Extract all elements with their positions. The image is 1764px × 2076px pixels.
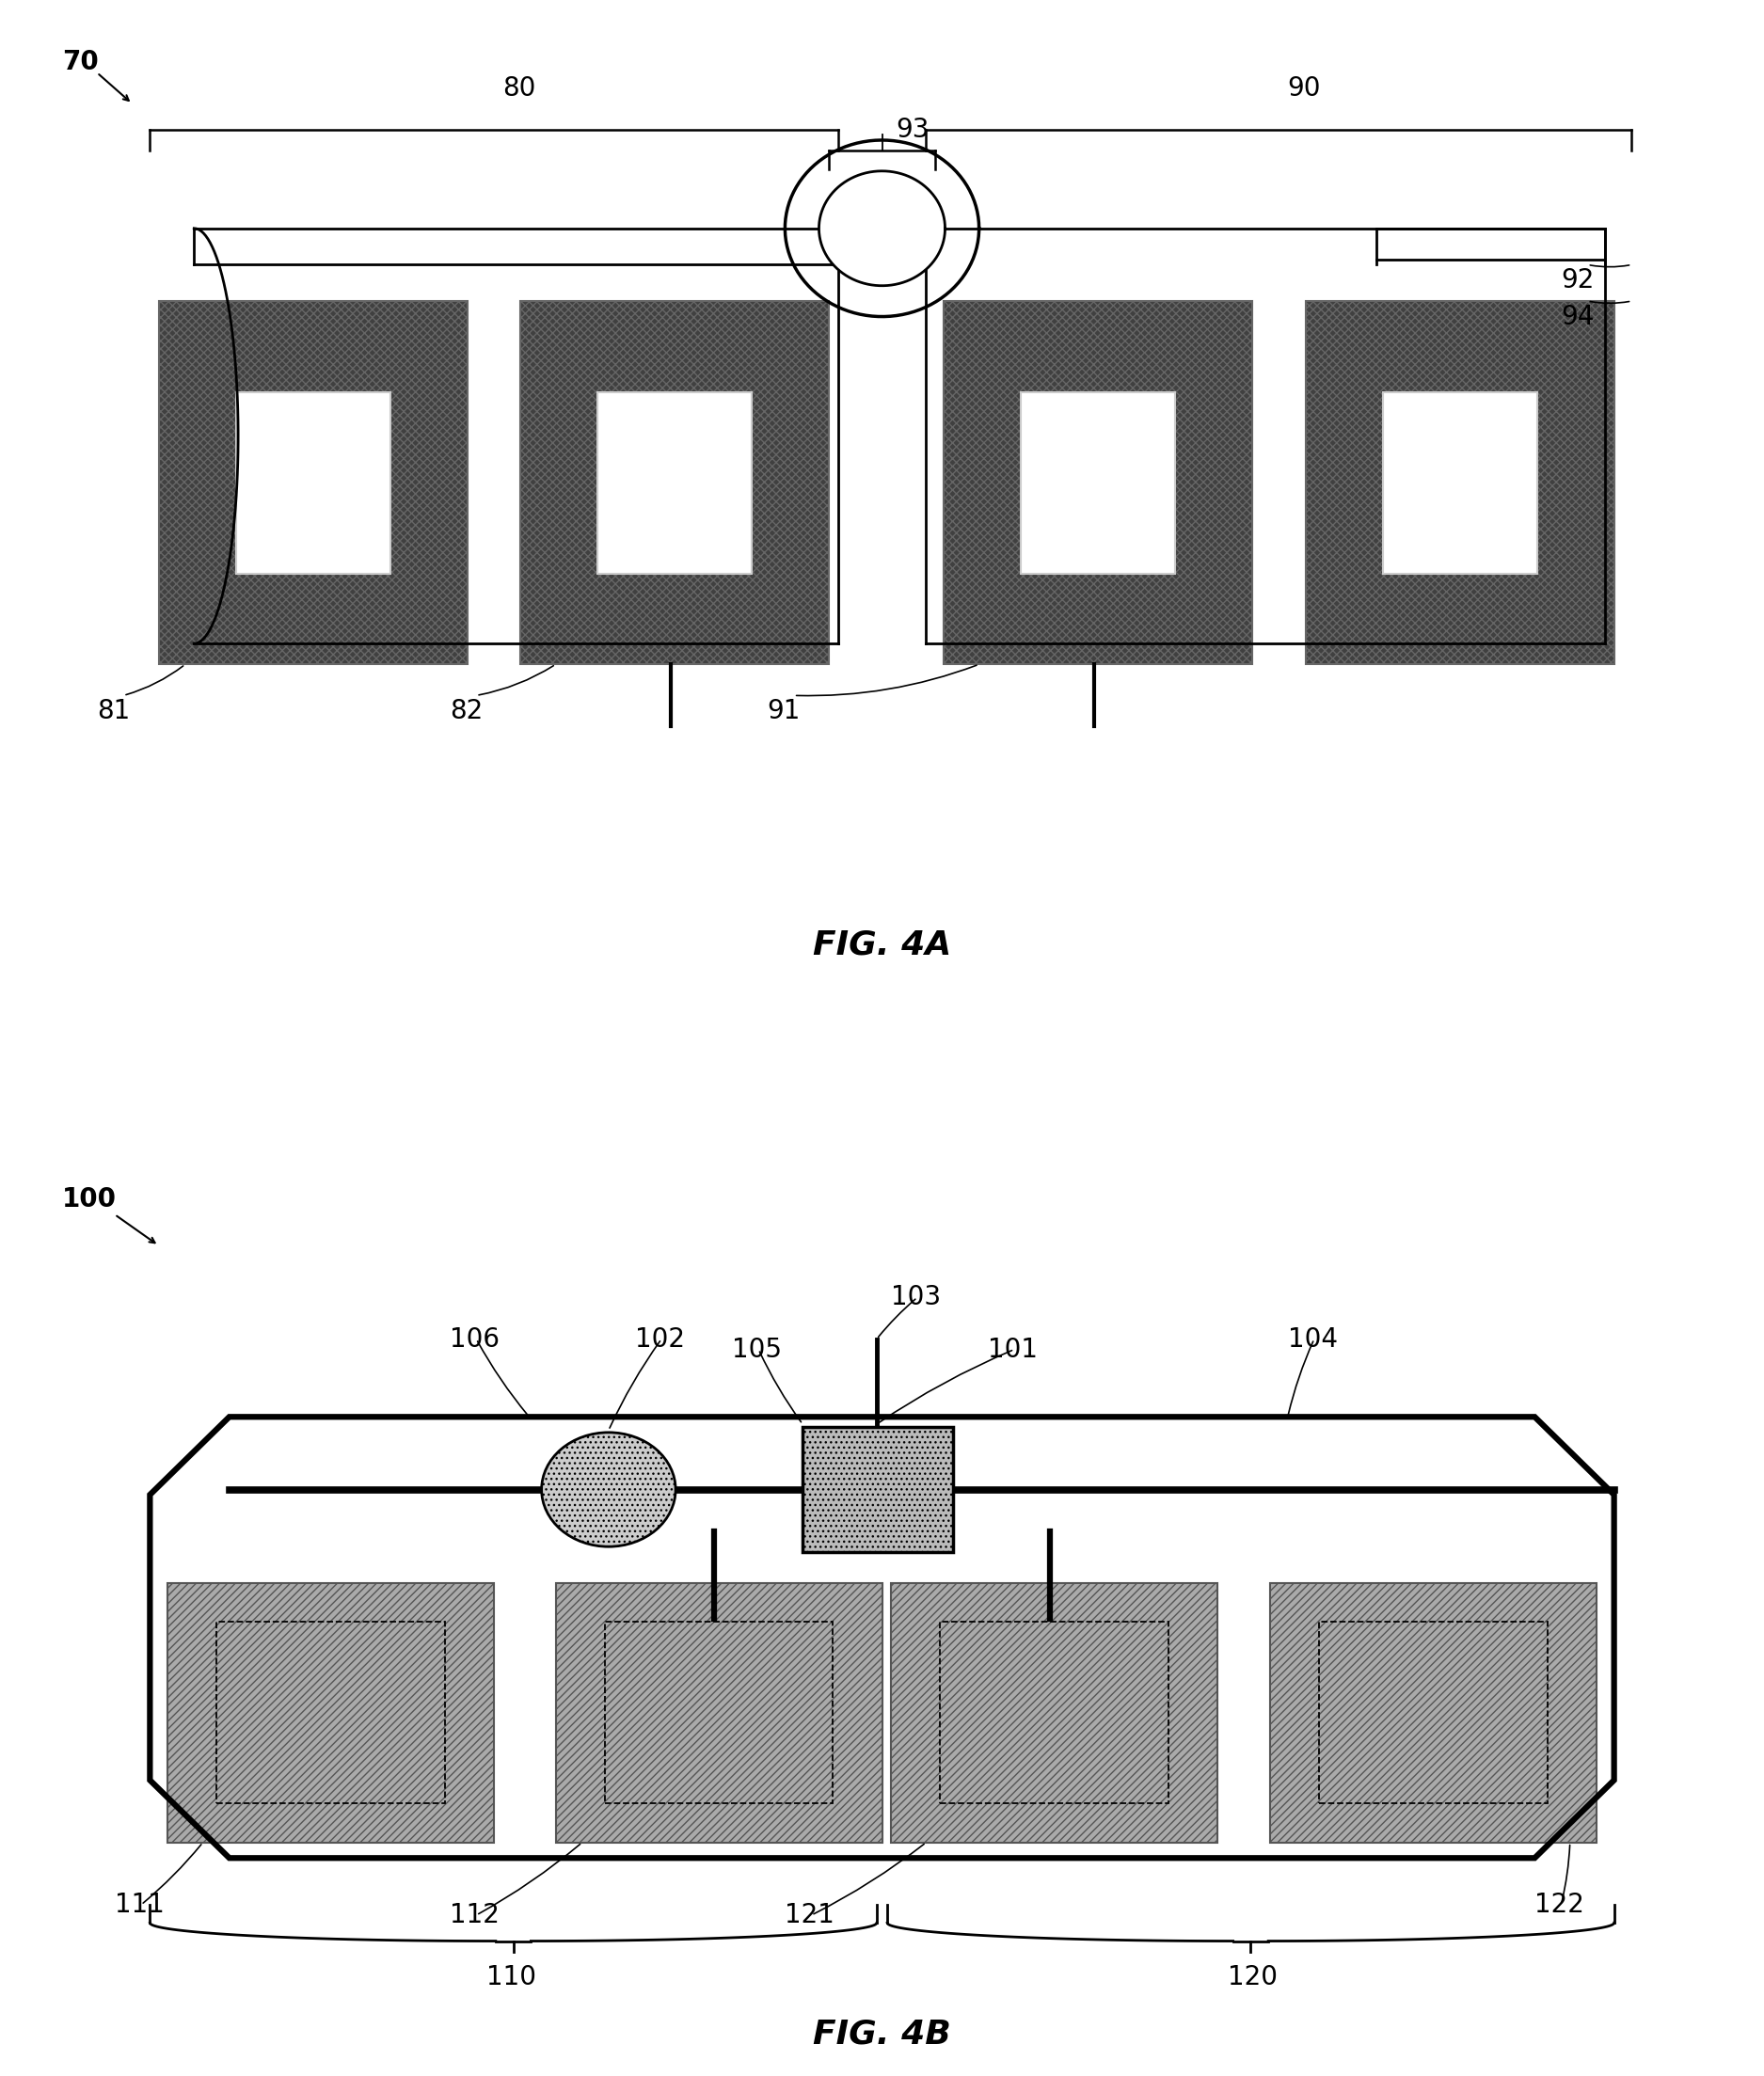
Text: 111: 111 — [115, 1891, 164, 1918]
Text: 100: 100 — [62, 1185, 116, 1212]
Text: 70: 70 — [62, 50, 99, 75]
Text: 92: 92 — [1561, 268, 1595, 293]
Text: 105: 105 — [732, 1337, 781, 1362]
Text: 121: 121 — [785, 1902, 834, 1929]
Text: FIG. 4A: FIG. 4A — [813, 928, 951, 961]
Bar — [236, 392, 390, 573]
Bar — [556, 1584, 882, 1843]
Text: 122: 122 — [1535, 1891, 1584, 1918]
Bar — [940, 1621, 1168, 1804]
Text: 90: 90 — [1288, 75, 1321, 102]
Bar — [217, 1621, 445, 1804]
Text: 94: 94 — [1561, 303, 1595, 330]
Ellipse shape — [818, 170, 946, 286]
Bar — [236, 392, 390, 573]
Text: 102: 102 — [635, 1327, 684, 1351]
Bar — [605, 1621, 833, 1804]
Bar — [520, 301, 829, 664]
Text: 91: 91 — [767, 698, 801, 725]
Bar — [1305, 301, 1614, 664]
Text: 120: 120 — [1228, 1964, 1277, 1991]
Bar — [1319, 1621, 1547, 1804]
Bar — [598, 392, 751, 573]
Bar — [1021, 392, 1175, 573]
Text: 106: 106 — [450, 1327, 499, 1351]
Bar — [891, 1584, 1217, 1843]
Text: 110: 110 — [487, 1964, 536, 1991]
Text: 82: 82 — [450, 698, 483, 725]
Bar — [598, 392, 751, 573]
Bar — [1021, 392, 1175, 573]
Bar — [1383, 392, 1536, 573]
Bar — [168, 1584, 494, 1843]
Text: 80: 80 — [503, 75, 536, 102]
Bar — [159, 301, 467, 664]
Text: 112: 112 — [450, 1902, 499, 1929]
Bar — [803, 1428, 953, 1553]
Text: 104: 104 — [1288, 1327, 1337, 1351]
Text: 103: 103 — [891, 1285, 940, 1310]
Text: 81: 81 — [97, 698, 131, 725]
Text: 93: 93 — [896, 116, 930, 143]
Text: 101: 101 — [988, 1337, 1037, 1362]
Text: FIG. 4B: FIG. 4B — [813, 2018, 951, 2051]
Bar — [1383, 392, 1536, 573]
Bar — [1270, 1584, 1596, 1843]
Bar — [944, 301, 1252, 664]
Ellipse shape — [542, 1432, 676, 1547]
